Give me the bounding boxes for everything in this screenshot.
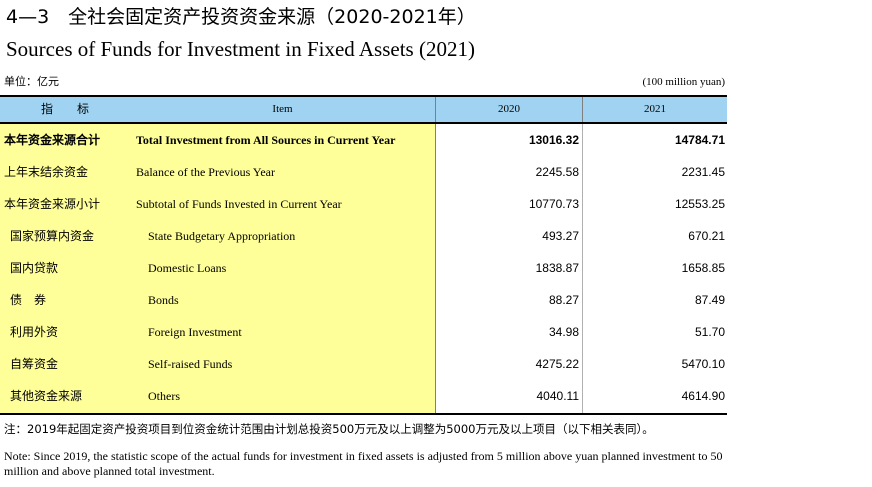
table-header: 指 标 Item 2020 2021 — [0, 95, 727, 124]
row-label-en: Self-raised Funds — [148, 357, 233, 371]
value-2021: 4614.90 — [681, 389, 725, 403]
header-2021: 2021 — [644, 103, 666, 115]
header-2020: 2020 — [436, 97, 583, 122]
table-row: 国内贷款 Domestic Loans 1838.87 1658.85 — [0, 252, 727, 284]
row-label-en: State Budgetary Appropriation — [148, 229, 296, 243]
row-label-cn: 国家预算内资金 — [10, 229, 95, 243]
value-2021: 2231.45 — [681, 165, 725, 179]
value-2020: 2245.58 — [535, 165, 579, 179]
table-row: 利用外资 Foreign Investment 34.98 51.70 — [0, 316, 727, 348]
row-label-cn: 自筹资金 — [10, 357, 59, 371]
value-2020: 34.98 — [548, 325, 579, 339]
footnote-english: Note: Since 2019, the statistic scope of… — [4, 449, 723, 478]
funds-table: 指 标 Item 2020 2021 本年资金来源合计 Total Invest… — [0, 95, 727, 415]
value-2020: 88.27 — [548, 293, 579, 307]
table-row: 上年末结余资金 Balance of the Previous Year 224… — [0, 156, 727, 188]
page-title-english: Sources of Funds for Investment in Fixed… — [6, 37, 475, 61]
table-row: 自筹资金 Self-raised Funds 4275.22 5470.10 — [0, 348, 727, 380]
row-label-en: Balance of the Previous Year — [136, 165, 275, 179]
value-2021: 670.21 — [688, 229, 725, 243]
unit-label-english: (100 million yuan) — [642, 76, 726, 88]
value-2021: 14784.71 — [674, 133, 725, 147]
unit-label-chinese: 单位：亿元 — [4, 75, 59, 88]
row-label-cn: 利用外资 — [10, 325, 59, 339]
value-2021: 1658.85 — [681, 261, 725, 275]
value-2020: 493.27 — [542, 229, 579, 243]
header-item-en: Item — [130, 97, 436, 122]
value-2020: 4040.11 — [536, 389, 580, 403]
indicator-column-highlight — [0, 124, 436, 413]
table-body: 本年资金来源合计 Total Investment from All Sourc… — [0, 124, 727, 415]
row-label-cn: 本年资金来源小计 — [4, 197, 101, 211]
value-2020: 10770.73 — [528, 197, 579, 211]
value-2020: 1838.87 — [535, 261, 579, 275]
row-label-en: Domestic Loans — [148, 261, 227, 275]
column-divider — [582, 124, 583, 413]
table-row: 本年资金来源小计 Subtotal of Funds Invested in C… — [0, 188, 727, 220]
row-label-cn: 上年末结余资金 — [4, 165, 89, 179]
row-label-cn: 国内贷款 — [10, 261, 59, 275]
header-indicator-cn: 指 标 — [40, 102, 89, 116]
value-2021: 5470.10 — [681, 357, 725, 371]
row-label-en: Others — [148, 389, 180, 403]
table-row: 其他资金来源 Others 4040.11 4614.90 — [0, 380, 727, 412]
row-label-cn: 债 券 — [10, 293, 47, 307]
row-label-cn: 本年资金来源合计 — [4, 133, 101, 147]
value-2021: 87.49 — [694, 293, 725, 307]
value-2021: 12553.25 — [674, 197, 725, 211]
value-2020: 4275.22 — [535, 357, 579, 371]
page-title-chinese: 4—3 全社会固定资产投资资金来源（2020-2021年） — [6, 6, 476, 28]
footnote-chinese: 注：2019年起固定资产投资项目到位资金统计范围由计划总投资500万元及以上调整… — [4, 422, 654, 436]
row-label-en: Foreign Investment — [148, 325, 242, 339]
row-label-cn: 其他资金来源 — [10, 389, 83, 403]
row-label-en: Subtotal of Funds Invested in Current Ye… — [136, 197, 342, 211]
table-row: 国家预算内资金 State Budgetary Appropriation 49… — [0, 220, 727, 252]
table-row: 债 券 Bonds 88.27 87.49 — [0, 284, 727, 316]
row-label-en: Bonds — [148, 293, 179, 307]
row-label-en: Total Investment from All Sources in Cur… — [136, 133, 396, 147]
table-row: 本年资金来源合计 Total Investment from All Sourc… — [0, 124, 727, 156]
value-2021: 51.70 — [694, 325, 725, 339]
value-2020: 13016.32 — [528, 133, 579, 147]
